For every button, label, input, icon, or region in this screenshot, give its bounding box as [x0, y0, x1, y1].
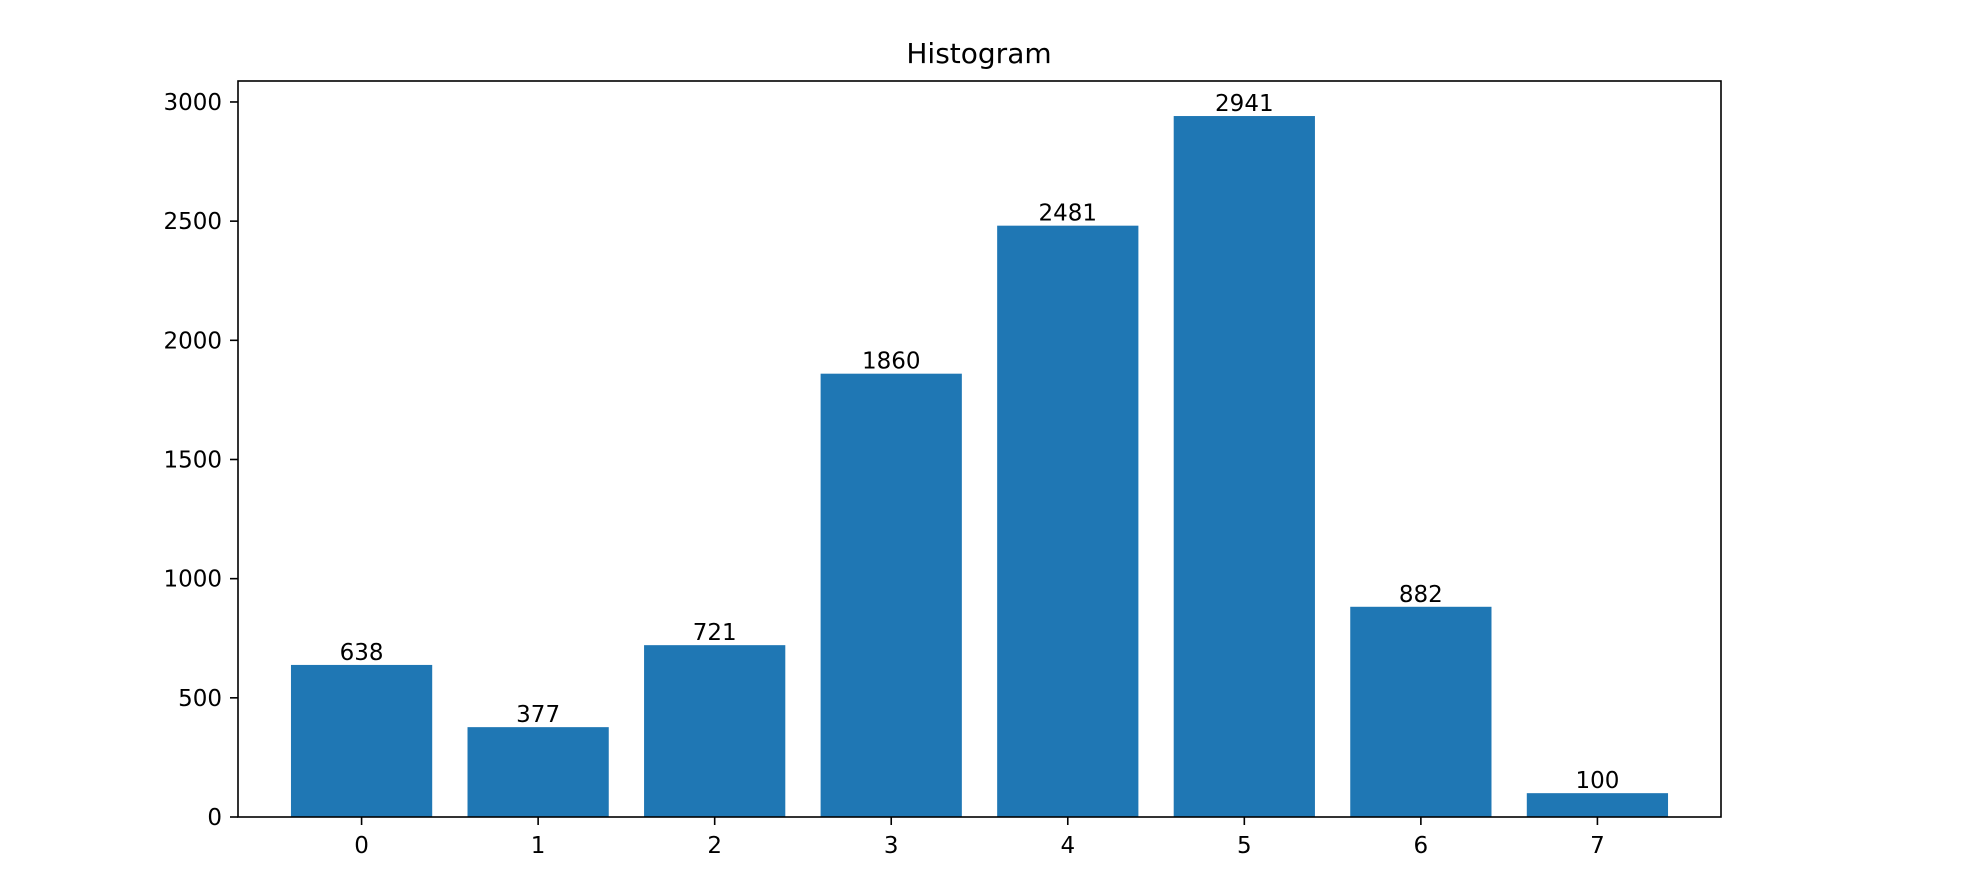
y-tick-label-2000: 2000	[163, 328, 222, 354]
bar-value-label-7: 100	[1575, 768, 1619, 794]
y-axis: 0 500 1000 1500 2000 2500 3000	[163, 90, 238, 831]
x-tick-label-7: 7	[1590, 833, 1605, 859]
bar-3	[820, 373, 962, 817]
x-tick-label-6: 6	[1414, 833, 1429, 859]
bar-value-label-2: 721	[693, 620, 737, 646]
bar-value-label-1: 377	[516, 702, 560, 728]
y-tick-label-3000: 3000	[163, 90, 222, 116]
x-tick-label-5: 5	[1237, 833, 1252, 859]
bar-6	[1350, 606, 1492, 817]
bar-value-label-3: 1860	[862, 349, 921, 375]
x-tick-label-2: 2	[707, 833, 722, 859]
bars-layer	[290, 116, 1669, 818]
bar-4	[997, 225, 1139, 817]
bar-0	[290, 664, 433, 817]
y-tick-label-1000: 1000	[163, 567, 222, 593]
bar-7	[1526, 793, 1669, 817]
plot-frame	[237, 80, 1722, 818]
x-tick-label-0: 0	[354, 833, 369, 859]
y-tick-label-0: 0	[207, 805, 222, 831]
chart-title: Histogram	[906, 37, 1051, 70]
bar-value-label-4: 2481	[1039, 201, 1098, 227]
bar-1	[467, 727, 609, 817]
bar-value-label-6: 882	[1399, 582, 1443, 608]
bar-2	[644, 645, 786, 817]
x-tick-label-1: 1	[531, 833, 546, 859]
x-axis: 0 1 2 3 4 5 6 7	[354, 817, 1605, 859]
y-tick-label-1500: 1500	[163, 447, 222, 473]
bar-value-label-0: 638	[340, 640, 384, 666]
value-labels-layer: 638 377 721 1860 2481 2941 882 100	[340, 91, 1620, 794]
x-tick-label-4: 4	[1060, 833, 1075, 859]
bar-5	[1173, 116, 1315, 818]
y-tick-label-2500: 2500	[163, 209, 222, 235]
bar-value-label-5: 2941	[1215, 91, 1274, 117]
x-tick-label-3: 3	[884, 833, 899, 859]
y-tick-label-500: 500	[178, 686, 222, 712]
